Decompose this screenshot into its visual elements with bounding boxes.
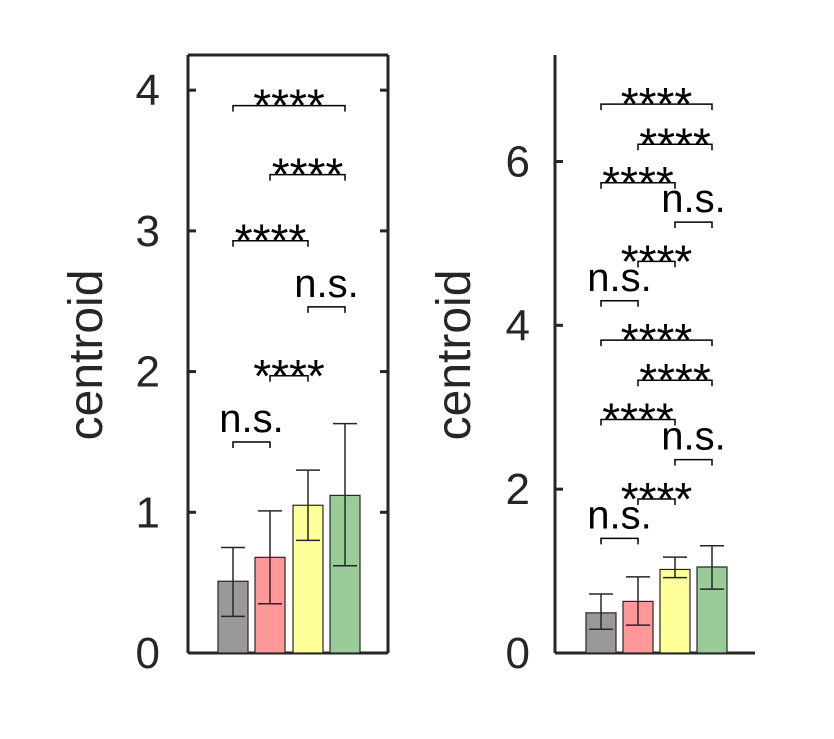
y-axis-label: centroid	[60, 270, 113, 441]
significance-label: ****	[621, 314, 693, 366]
y-tick-label: 4	[136, 66, 160, 115]
bar	[659, 568, 691, 654]
significance-label: n.s.	[587, 493, 651, 537]
significance-label: ****	[272, 149, 344, 201]
significance-bracket	[600, 103, 713, 111]
significance-bracket	[637, 143, 713, 151]
significance-label: ****	[639, 354, 711, 406]
significance-bracket	[232, 239, 309, 247]
significance-label: ****	[602, 157, 674, 209]
y-tick-label: 6	[506, 137, 530, 186]
significance-label: n.s.	[661, 415, 725, 459]
significance-label: ****	[621, 78, 693, 130]
significance-bracket	[674, 458, 713, 466]
significance-label: ****	[235, 215, 307, 267]
significance-label: ****	[621, 235, 693, 287]
y-tick-label: 0	[136, 629, 160, 678]
significance-label: ****	[253, 350, 325, 402]
significance-bracket	[232, 441, 271, 448]
significance-bracket	[600, 339, 713, 347]
significance-bracket	[307, 306, 346, 313]
significance-bracket	[637, 379, 713, 387]
significance-bracket	[269, 173, 346, 181]
significance-bracket	[600, 418, 676, 426]
significance-bracket	[232, 104, 346, 112]
significance-bracket	[600, 537, 639, 545]
y-tick-label: 3	[136, 207, 160, 256]
significance-bracket	[637, 498, 676, 505]
significance-label: ****	[602, 394, 674, 446]
significance-label: ****	[639, 118, 711, 170]
significance-label: ****	[253, 80, 325, 132]
significance-bracket	[269, 375, 309, 382]
significance-bracket	[600, 300, 639, 307]
y-tick-label: 4	[506, 301, 530, 350]
y-tick-label: 2	[136, 348, 160, 397]
y-tick-label: 2	[506, 465, 530, 514]
significance-bracket	[674, 221, 713, 229]
y-tick-label: 0	[506, 629, 530, 678]
y-axis-label: centroid	[428, 270, 481, 441]
significance-label: ****	[621, 473, 693, 525]
significance-label: n.s.	[661, 177, 725, 221]
significance-bracket	[637, 260, 676, 268]
significance-label: n.s.	[587, 256, 651, 300]
bar	[254, 556, 286, 654]
significance-label: n.s.	[294, 262, 358, 306]
significance-bracket	[600, 182, 676, 189]
chart-panel-2: 0246centroidn.s.****n.s.************n.s.…	[428, 55, 755, 678]
y-tick-label: 1	[136, 488, 160, 537]
significance-label: n.s.	[219, 397, 283, 441]
